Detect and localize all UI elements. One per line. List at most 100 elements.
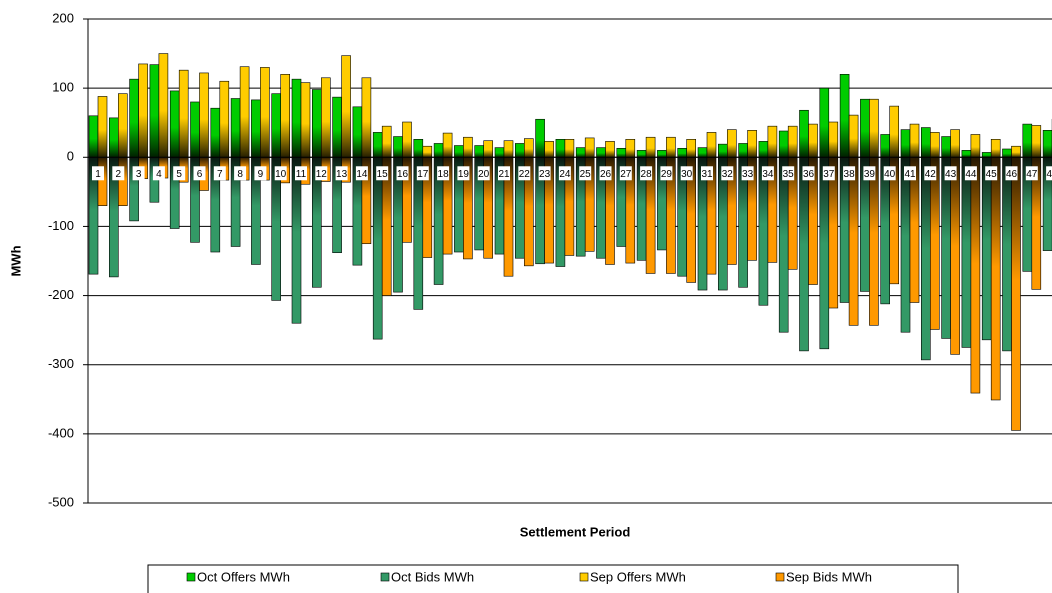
bar — [961, 156, 972, 348]
bar — [686, 139, 697, 158]
bar — [860, 98, 870, 158]
bar — [341, 55, 351, 158]
x-tick-label: 39 — [864, 169, 876, 180]
bar — [819, 156, 830, 350]
bar — [169, 90, 180, 158]
bar — [361, 77, 372, 158]
bar — [584, 137, 595, 158]
category-label-bg — [335, 166, 348, 181]
bar — [219, 80, 230, 158]
bar — [787, 125, 798, 158]
legend-swatch — [579, 572, 589, 582]
bar — [230, 98, 241, 158]
bar — [402, 121, 412, 158]
category-label-bg — [92, 166, 104, 181]
bar — [929, 156, 940, 330]
category-label-bg — [558, 166, 571, 181]
category-label-bg — [904, 166, 916, 181]
bar — [311, 89, 322, 158]
bar — [503, 140, 514, 158]
bar — [747, 130, 757, 158]
category-label-bg — [964, 166, 977, 181]
bar — [981, 152, 992, 158]
x-tick-label: 35 — [783, 169, 795, 180]
bar — [970, 156, 981, 394]
x-tick-label: 31 — [701, 169, 713, 180]
bar — [381, 125, 392, 158]
category-label-bg — [1005, 166, 1018, 181]
legend: Oct Offers MWh Oct Bids MWh Sep Offers MWh… — [186, 569, 872, 584]
category-label-bg — [437, 166, 450, 181]
y-tick-label: -200 — [48, 287, 74, 302]
bar — [778, 130, 789, 158]
category-label-bg — [213, 166, 226, 181]
x-tick-label: 47 — [1026, 169, 1038, 180]
bar — [483, 140, 494, 158]
x-tick-label: 11 — [296, 169, 307, 180]
category-label-bg — [579, 166, 592, 181]
bar — [941, 136, 951, 158]
category-label-bg — [741, 166, 754, 181]
bar — [1011, 156, 1021, 431]
bar — [494, 147, 505, 158]
x-tick-label: 32 — [722, 169, 734, 180]
bar — [880, 134, 891, 158]
category-label-bg — [234, 166, 247, 181]
bar — [941, 156, 951, 339]
bar — [920, 127, 931, 158]
bar — [251, 99, 261, 158]
bar — [961, 150, 972, 158]
bar — [149, 64, 160, 158]
bar — [555, 139, 566, 158]
category-label-bg — [680, 166, 693, 181]
bar — [596, 147, 606, 158]
bar — [210, 107, 221, 158]
category-label-bg — [782, 166, 795, 181]
category-label-bg — [619, 166, 632, 181]
category-label-bg — [599, 166, 612, 181]
bars — [88, 53, 1052, 431]
bar — [1002, 148, 1012, 158]
legend-swatch — [775, 572, 785, 582]
bar — [717, 143, 728, 158]
category-label-bg — [701, 166, 713, 181]
bar — [372, 132, 383, 158]
legend-label: Oct Bids MWh — [391, 569, 474, 584]
bar — [422, 145, 433, 158]
category-label-bg — [1046, 166, 1052, 181]
x-tick-label: 15 — [377, 169, 389, 180]
bar — [109, 117, 119, 158]
category-label-bg — [1025, 166, 1038, 181]
bar — [990, 139, 1001, 158]
x-tick-label: 18 — [438, 169, 450, 180]
bar — [900, 129, 911, 158]
category-label-bg — [274, 166, 287, 181]
category-label-bg — [883, 166, 896, 181]
y-tick-label: 100 — [52, 80, 74, 95]
bar — [300, 82, 311, 158]
category-label-bg — [254, 166, 267, 181]
x-tick-label: 36 — [803, 169, 815, 180]
x-tick-label: 3 — [136, 169, 142, 180]
x-tick-label: 4 — [156, 169, 162, 180]
bar — [909, 123, 920, 158]
bar — [280, 74, 291, 158]
bar — [544, 141, 554, 158]
bar — [828, 121, 839, 158]
category-label-bg — [985, 166, 998, 181]
bar — [1002, 156, 1012, 352]
x-tick-label: 20 — [478, 169, 490, 180]
x-axis-label: Settlement Period — [520, 524, 631, 539]
bar — [118, 93, 128, 158]
bar — [535, 118, 545, 158]
bar — [514, 143, 525, 158]
bar — [605, 141, 615, 158]
bar — [158, 53, 169, 158]
x-tick-label: 22 — [519, 169, 531, 180]
category-label-bg — [863, 166, 876, 181]
bar — [920, 156, 931, 361]
bar — [869, 98, 879, 158]
x-tick-label: 9 — [258, 169, 264, 180]
x-tick-label: 38 — [844, 169, 856, 180]
x-tick-label: 8 — [237, 169, 243, 180]
